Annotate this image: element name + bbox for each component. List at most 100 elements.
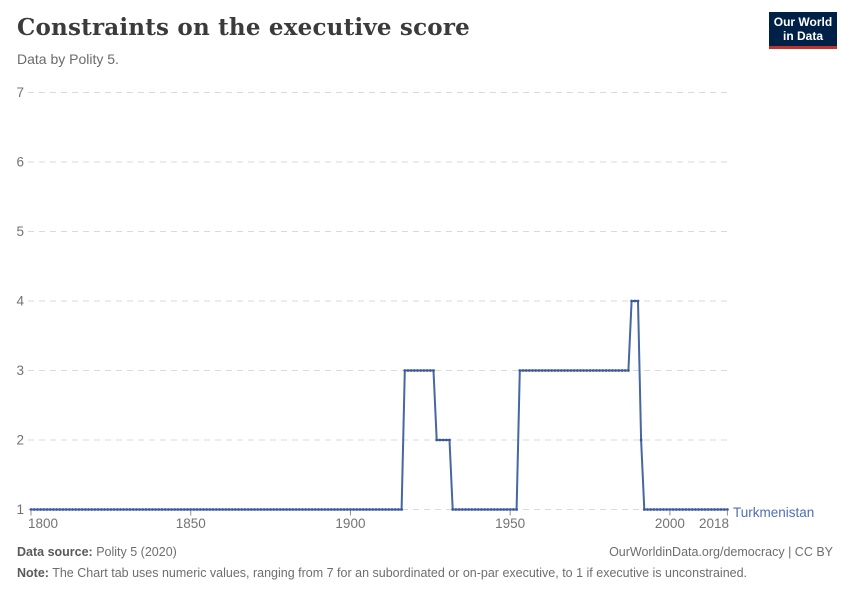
owid-citation-link[interactable]: OurWorldinData.org/democracy | CC BY xyxy=(609,545,833,559)
data-point-marker xyxy=(655,508,659,511)
data-point-marker xyxy=(262,508,266,511)
data-point-marker xyxy=(502,508,506,511)
data-point-marker xyxy=(109,508,113,511)
data-point-marker xyxy=(29,508,33,511)
data-point-marker xyxy=(384,508,387,511)
data-point-marker xyxy=(706,508,710,511)
data-point-marker xyxy=(358,508,362,511)
data-point-marker xyxy=(671,508,675,511)
data-point-marker xyxy=(374,508,378,511)
data-point-marker xyxy=(55,508,58,511)
x-axis-tick-label: 1850 xyxy=(176,516,206,531)
data-point-marker xyxy=(195,508,199,511)
data-point-marker xyxy=(678,508,681,511)
data-point-marker xyxy=(310,508,314,511)
data-point-marker xyxy=(253,508,256,511)
y-axis-tick-label: 2 xyxy=(16,433,24,448)
data-point-marker xyxy=(646,508,649,511)
data-point-marker xyxy=(403,369,407,372)
data-point-marker xyxy=(42,508,46,511)
data-point-marker xyxy=(371,508,375,511)
data-point-marker xyxy=(122,508,125,511)
data-point-marker xyxy=(662,508,665,511)
data-point-marker xyxy=(652,508,656,511)
data-point-marker xyxy=(221,508,225,511)
data-point-marker xyxy=(157,508,161,511)
data-point-marker xyxy=(208,508,212,511)
data-point-marker xyxy=(227,508,231,511)
data-point-marker xyxy=(627,369,630,372)
data-point-marker xyxy=(719,508,723,511)
data-point-marker xyxy=(521,369,525,372)
data-point-marker xyxy=(52,508,55,511)
data-point-marker xyxy=(658,508,662,511)
data-point-marker xyxy=(377,508,381,511)
data-point-marker xyxy=(198,508,202,511)
data-point-marker xyxy=(93,508,97,511)
data-source-value: Polity 5 (2020) xyxy=(96,545,177,559)
data-point-marker xyxy=(448,438,451,442)
data-point-marker xyxy=(345,508,349,511)
data-point-marker xyxy=(160,508,164,511)
data-point-marker xyxy=(540,369,544,372)
data-point-marker xyxy=(74,508,78,511)
data-point-marker xyxy=(67,508,71,511)
data-point-marker xyxy=(579,369,582,372)
data-point-marker xyxy=(681,508,685,511)
data-point-marker xyxy=(700,508,704,511)
data-point-marker xyxy=(639,438,643,442)
data-point-marker xyxy=(694,508,697,511)
data-point-marker xyxy=(435,438,439,442)
data-point-marker xyxy=(329,508,333,511)
data-point-marker xyxy=(243,508,247,511)
data-point-marker xyxy=(630,299,633,303)
data-point-marker xyxy=(301,508,304,511)
data-point-marker xyxy=(508,508,512,511)
data-point-marker xyxy=(390,508,394,511)
data-point-marker xyxy=(617,369,621,372)
data-point-marker xyxy=(32,508,36,511)
x-axis-tick-label: 2000 xyxy=(655,516,685,531)
data-point-marker xyxy=(83,508,87,511)
data-point-marker xyxy=(642,508,646,511)
data-point-marker xyxy=(614,369,617,372)
data-point-marker xyxy=(665,508,669,511)
data-point-marker xyxy=(623,369,627,372)
data-point-marker xyxy=(406,369,410,372)
chart-title: Constraints on the executive score xyxy=(17,14,470,41)
data-point-marker xyxy=(128,508,132,511)
data-point-marker xyxy=(428,369,432,372)
data-point-marker xyxy=(381,508,384,511)
x-axis-tick-label: 2018 xyxy=(699,516,729,531)
data-point-marker xyxy=(259,508,263,511)
x-axis-tick-label: 1900 xyxy=(335,516,365,531)
data-point-marker xyxy=(230,508,234,511)
data-point-marker xyxy=(39,508,42,511)
data-point-marker xyxy=(154,508,158,511)
data-point-marker xyxy=(266,508,269,511)
data-point-marker xyxy=(556,369,560,372)
data-point-marker xyxy=(611,369,614,372)
data-point-marker xyxy=(218,508,221,511)
data-point-marker xyxy=(489,508,493,511)
data-point-marker xyxy=(317,508,320,511)
data-point-marker xyxy=(135,508,138,511)
data-point-marker xyxy=(553,369,557,372)
data-point-marker xyxy=(189,508,193,511)
data-point-marker xyxy=(601,369,605,372)
data-point-marker xyxy=(90,508,94,511)
data-point-marker xyxy=(473,508,477,511)
data-point-marker xyxy=(547,369,550,372)
data-point-marker xyxy=(496,508,499,511)
data-point-marker xyxy=(595,369,598,372)
data-point-marker xyxy=(294,508,298,511)
data-point-marker xyxy=(505,508,509,511)
data-point-marker xyxy=(246,508,250,511)
data-point-marker xyxy=(256,508,260,511)
line-series-turkmenistan[interactable] xyxy=(31,300,728,511)
owid-logo[interactable]: Our World in Data xyxy=(769,12,837,49)
data-source: Data source: Polity 5 (2020) xyxy=(17,545,177,559)
data-point-marker xyxy=(237,508,241,511)
